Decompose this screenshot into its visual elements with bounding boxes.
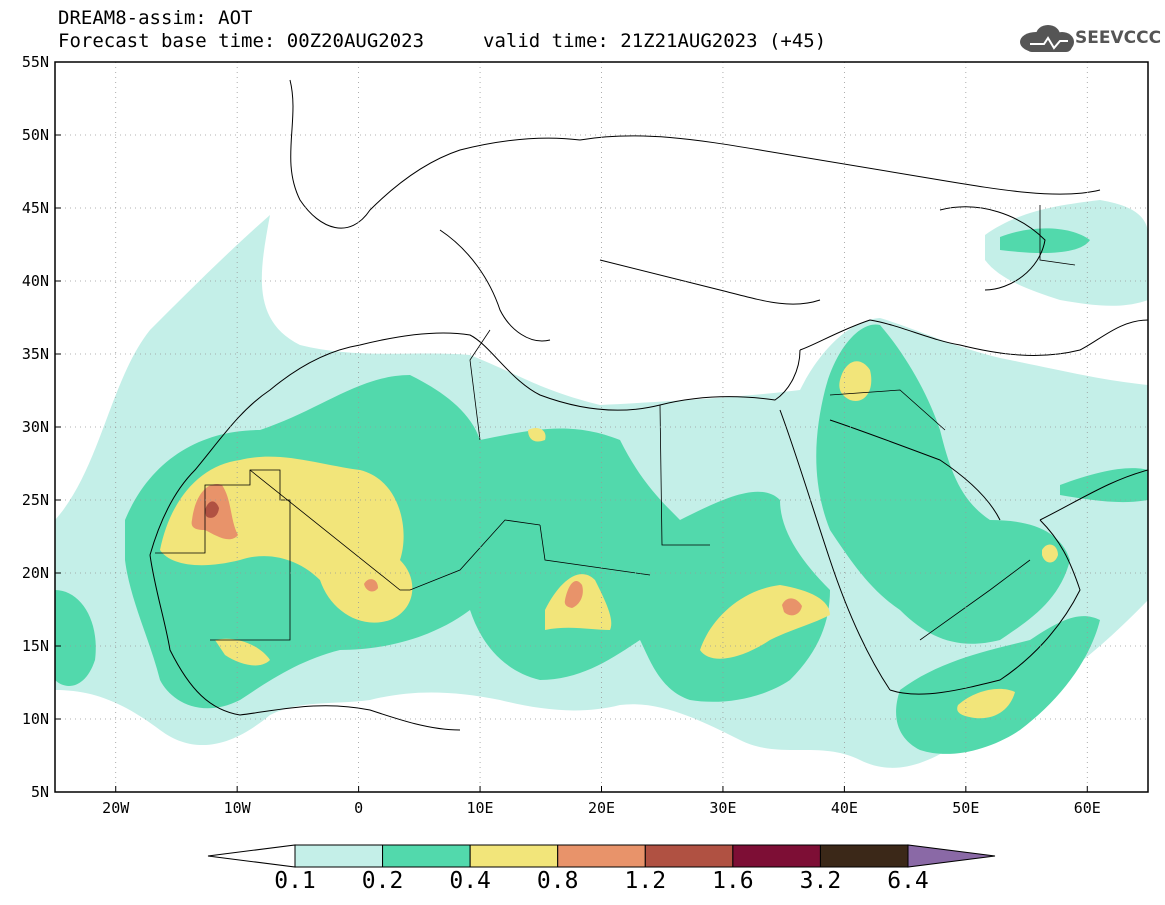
colorbar-level-label: 1.2 [624, 868, 667, 894]
lat-label: 45N [22, 199, 49, 217]
lat-label: 25N [22, 491, 49, 509]
lon-label: 50E [952, 799, 979, 817]
colorbar-segment [732, 844, 821, 868]
colorbar [207, 844, 996, 868]
map-title: DREAM8-assim: AOT [58, 7, 253, 29]
graticule [55, 62, 1148, 792]
axis-ticks [55, 61, 1088, 793]
valid-time: valid time: 21Z21AUG2023 (+45) [483, 30, 827, 52]
aot-contour-0-2 [55, 228, 1148, 754]
lon-label: 40E [831, 799, 858, 817]
aot-contour-1-2 [205, 501, 219, 518]
lat-label: 20N [22, 564, 49, 582]
lon-label: 60E [1074, 799, 1101, 817]
lat-label: 10N [22, 710, 49, 728]
lat-label: 35N [22, 345, 49, 363]
colorbar-segment [819, 844, 909, 868]
colorbar-level-label: 0.4 [449, 868, 491, 894]
colorbar-level-label: 0.8 [536, 868, 579, 894]
colorbar-level-label: 0.2 [361, 868, 404, 894]
lat-label: 50N [22, 126, 49, 144]
colorbar-level-label: 1.6 [712, 868, 754, 894]
lon-label: 0 [354, 799, 363, 817]
colorbar-over-triangle [907, 844, 996, 868]
colorbar-segment [294, 844, 384, 868]
lat-label: 55N [22, 53, 49, 71]
lat-label: 15N [22, 637, 49, 655]
colorbar-level-label: 0.1 [274, 868, 316, 894]
lon-label: 20E [588, 799, 615, 817]
colorbar-segment [382, 844, 471, 868]
latitude-labels: 55N 50N 45N 40N 35N 30N 25N 20N 15N 10N 5N [22, 53, 49, 801]
longitude-labels: 20W 10W 0 10E 20E 30E 40E 50E 60E [102, 799, 1101, 817]
colorbar-segment [644, 844, 734, 868]
logo-text: SEEVCCC [1075, 28, 1162, 48]
lon-label: 30E [709, 799, 736, 817]
country-borders [155, 205, 1076, 641]
lon-label: 10E [467, 799, 494, 817]
forecast-base-time: Forecast base time: 00Z20AUG2023 [58, 30, 425, 52]
seevccc-logo [1020, 25, 1074, 52]
lat-label: 40N [22, 272, 49, 290]
lat-label: 30N [22, 418, 49, 436]
lon-label: 10W [224, 799, 252, 817]
colorbar-segment [469, 844, 559, 868]
colorbar-segment [557, 844, 646, 868]
colorbar-level-label: 3.2 [799, 868, 842, 894]
lat-label: 5N [31, 783, 49, 801]
colorbar-under-triangle [207, 844, 296, 868]
lon-label: 20W [102, 799, 130, 817]
coastlines [149, 79, 1148, 731]
colorbar-level-label: 6.4 [887, 868, 929, 894]
